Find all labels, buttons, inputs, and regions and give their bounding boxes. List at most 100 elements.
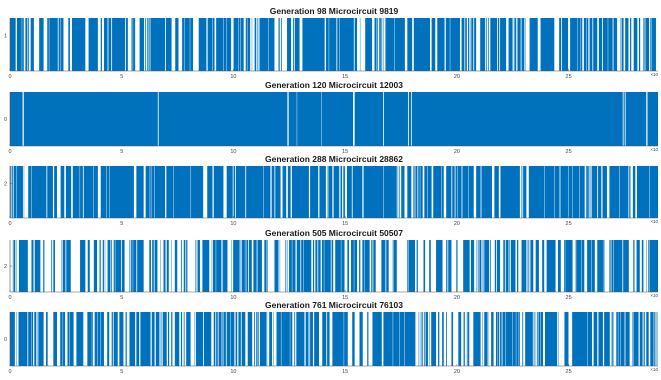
spike-bar xyxy=(609,166,619,218)
spike-bar xyxy=(119,312,123,366)
spike-bar xyxy=(248,312,252,366)
spike-bar xyxy=(337,18,339,71)
spike-bar xyxy=(522,18,525,71)
spike-bar xyxy=(281,18,282,71)
spike-bar xyxy=(421,312,422,366)
spike-bar xyxy=(31,166,46,218)
spike-bar xyxy=(294,312,295,366)
x-tick-label: 5 xyxy=(120,74,123,80)
spike-bar xyxy=(216,18,223,71)
spike-bar xyxy=(285,240,286,292)
spike-bar xyxy=(446,166,451,218)
spike-bar xyxy=(354,240,357,292)
spike-bar xyxy=(246,166,263,218)
spike-bar xyxy=(335,240,341,292)
spike-bar xyxy=(260,312,266,366)
spike-bar xyxy=(340,166,342,218)
spike-bar xyxy=(407,166,411,218)
spike-bar xyxy=(327,312,329,366)
spike-bar xyxy=(529,166,544,218)
spike-bar xyxy=(373,240,375,292)
spike-bar xyxy=(269,312,272,366)
spike-bar xyxy=(129,312,135,366)
spike-bar xyxy=(394,240,397,292)
x-tick-label: 0 xyxy=(8,221,11,227)
spike-bar xyxy=(431,312,436,366)
spike-bar xyxy=(185,18,190,71)
spike-bar xyxy=(272,166,275,218)
spike-bar xyxy=(393,312,399,366)
spike-bar xyxy=(28,166,31,218)
spike-bar xyxy=(451,312,453,366)
spike-bar xyxy=(267,240,268,292)
spike-bar xyxy=(39,18,43,71)
spike-bar xyxy=(401,166,404,218)
spike-bar xyxy=(500,18,506,71)
spike-bar xyxy=(646,312,648,366)
spike-bar xyxy=(490,240,491,292)
spike-bar xyxy=(186,312,190,366)
spike-bar xyxy=(114,240,115,292)
spike-bar xyxy=(167,240,169,292)
spike-bar xyxy=(73,166,80,218)
spike-bar xyxy=(115,240,121,292)
spike-bar xyxy=(322,312,326,366)
spike-bar xyxy=(407,18,412,71)
spike-bar xyxy=(500,312,502,366)
spike-bar xyxy=(175,312,179,366)
spike-bar xyxy=(223,312,225,366)
spike-bar xyxy=(216,312,218,366)
spike-bar xyxy=(238,18,240,71)
spike-bar xyxy=(407,240,408,292)
spike-bar xyxy=(395,18,405,71)
spike-bar xyxy=(171,312,172,366)
spike-bar xyxy=(227,312,231,366)
spike-bar xyxy=(428,166,432,218)
spike-bar xyxy=(559,18,561,71)
spike-bar xyxy=(164,240,166,292)
spike-bar xyxy=(84,166,94,218)
spike-bar xyxy=(647,92,658,146)
spike-bar xyxy=(412,92,623,146)
x-tick-label: 0 xyxy=(8,369,11,375)
spike-bar xyxy=(314,312,319,366)
spike-bar xyxy=(276,312,280,366)
spike-bar xyxy=(207,166,212,218)
spike-bar xyxy=(259,18,268,71)
x-tick-label: 15 xyxy=(342,221,348,227)
spike-bar xyxy=(650,240,658,292)
spike-bar xyxy=(517,240,518,292)
spike-bar xyxy=(59,18,61,71)
spike-bars xyxy=(10,312,658,366)
spike-bar xyxy=(429,240,431,292)
spike-bar xyxy=(355,18,357,71)
x-tick-label: 20 xyxy=(454,221,460,227)
spike-bar xyxy=(509,240,510,292)
spike-bar xyxy=(506,312,512,366)
spike-bar xyxy=(289,92,297,146)
spike-bar xyxy=(584,18,586,71)
spike-bar xyxy=(150,166,151,218)
spike-bar xyxy=(380,18,381,71)
spike-bar xyxy=(92,312,93,366)
spike-bar xyxy=(572,312,587,366)
spike-bar xyxy=(14,240,16,292)
spike-bar xyxy=(63,312,65,366)
spike-bar xyxy=(545,312,557,366)
spike-bar xyxy=(599,18,602,71)
spike-bar xyxy=(621,312,625,366)
spike-bar xyxy=(516,312,518,366)
spike-bar xyxy=(458,312,461,366)
spike-bar xyxy=(242,312,246,366)
spike-bar xyxy=(650,312,653,366)
spike-bar xyxy=(464,312,465,366)
spike-bar xyxy=(94,166,98,218)
spike-bar xyxy=(652,18,656,71)
spike-bar xyxy=(151,18,166,71)
spike-bar xyxy=(473,312,480,366)
spike-bar xyxy=(133,18,135,71)
spike-bar xyxy=(103,240,104,292)
spike-bar xyxy=(424,312,425,366)
spike-bar xyxy=(479,240,481,292)
spike-bar xyxy=(63,240,66,292)
